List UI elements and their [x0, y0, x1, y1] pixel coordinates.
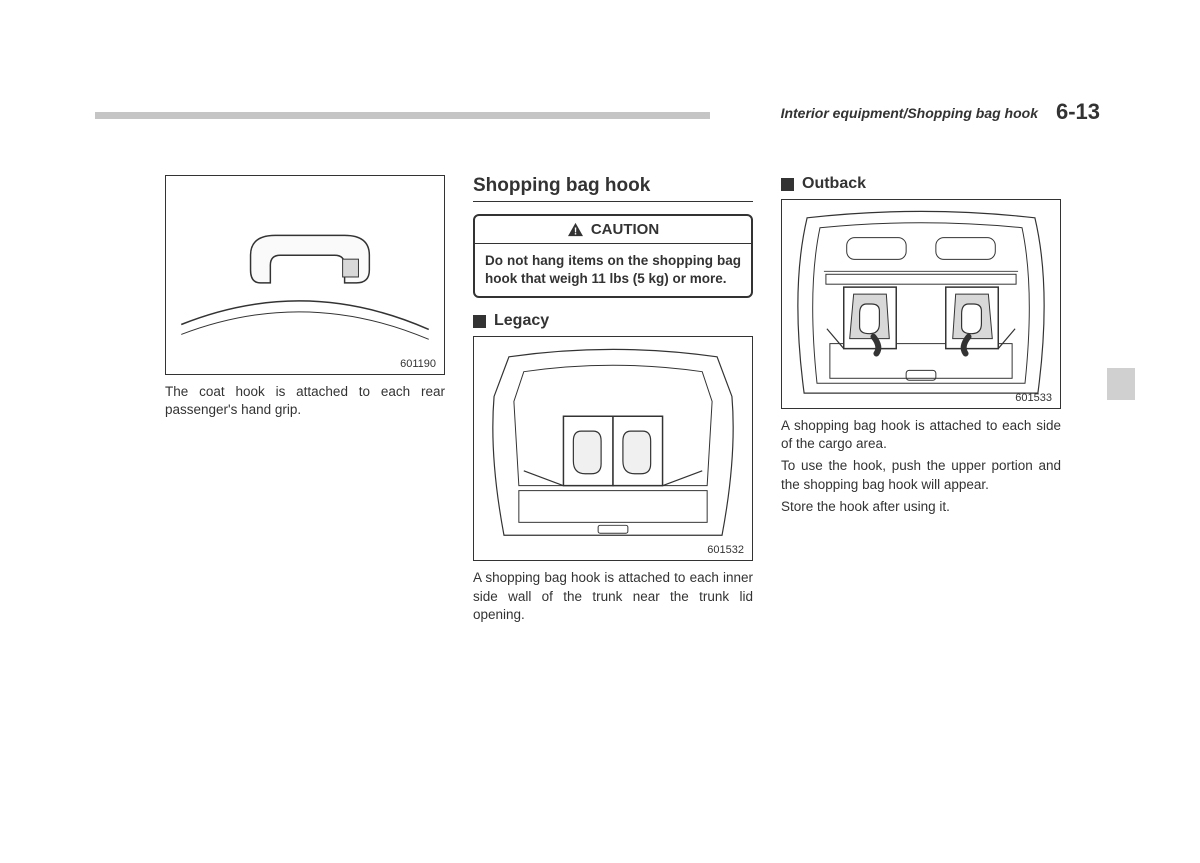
- caution-label: CAUTION: [591, 221, 659, 238]
- breadcrumb: Interior equipment/Shopping bag hook: [781, 105, 1038, 121]
- figure-id: 601532: [707, 544, 744, 556]
- caption-outback-1: A shopping bag hook is attached to each …: [781, 417, 1061, 453]
- section-underline: [473, 201, 753, 202]
- column-3: Outback: [781, 175, 1061, 624]
- figure-outback-cargo: 601533: [781, 199, 1061, 409]
- caution-header: ! CAUTION: [475, 216, 751, 244]
- caption-coat-hook: The coat hook is attached to each rear p…: [165, 383, 445, 419]
- section-title: Shopping bag hook: [473, 175, 753, 197]
- subheading-outback: Outback: [781, 175, 1061, 193]
- caption-legacy: A shopping bag hook is attached to each …: [473, 569, 753, 624]
- caption-outback-2: To use the hook, push the upper portion …: [781, 457, 1061, 493]
- warning-icon: !: [567, 222, 584, 237]
- outback-cargo-illustration: [782, 200, 1060, 408]
- bullet-icon: [473, 315, 486, 328]
- coat-hook-illustration: [166, 176, 444, 374]
- figure-coat-hook: 601190: [165, 175, 445, 375]
- subheading-legacy: Legacy: [473, 312, 753, 330]
- column-2: Shopping bag hook ! CAUTION Do not hang …: [473, 175, 753, 624]
- legacy-trunk-illustration: [474, 337, 752, 560]
- caution-text: Do not hang items on the shopping bag ho…: [475, 244, 751, 296]
- page-header: Interior equipment/Shopping bag hook 6-1…: [95, 105, 1100, 123]
- caution-box: ! CAUTION Do not hang items on the shopp…: [473, 214, 753, 298]
- figure-id: 601533: [1015, 392, 1052, 404]
- subheading-outback-label: Outback: [802, 175, 866, 193]
- caption-outback-3: Store the hook after using it.: [781, 498, 1061, 516]
- bullet-icon: [781, 178, 794, 191]
- section-tab: [1107, 368, 1135, 400]
- header-rule: [95, 112, 710, 119]
- svg-text:!: !: [574, 227, 577, 238]
- content-columns: 601190 The coat hook is attached to each…: [165, 175, 1065, 624]
- column-1: 601190 The coat hook is attached to each…: [165, 175, 445, 624]
- subheading-legacy-label: Legacy: [494, 312, 549, 330]
- figure-id: 601190: [400, 358, 436, 370]
- page-number: 6-13: [1056, 99, 1100, 125]
- figure-legacy-trunk: 601532: [473, 336, 753, 561]
